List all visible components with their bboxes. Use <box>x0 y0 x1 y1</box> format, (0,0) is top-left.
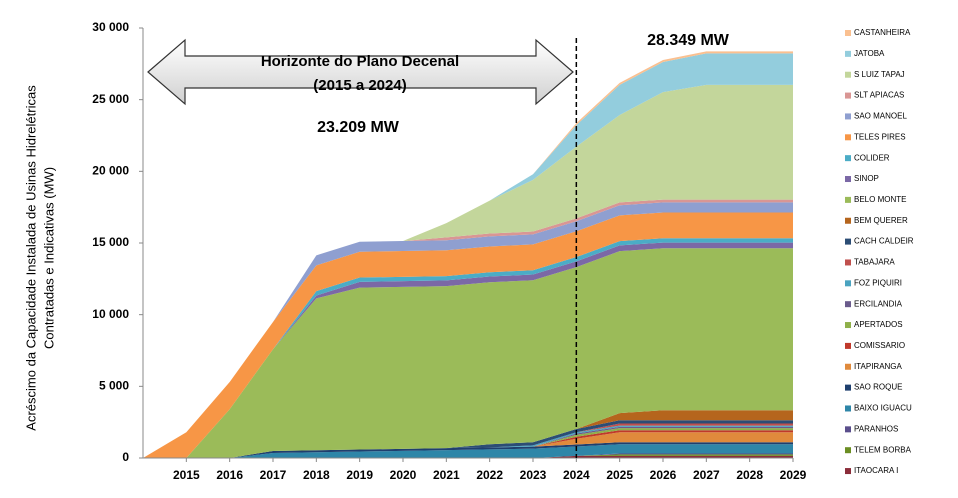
y-tick-label: 0 <box>122 450 129 464</box>
y-tick-label: 20 000 <box>92 164 129 178</box>
x-tick-label: 2027 <box>693 468 720 482</box>
legend-swatch <box>845 113 851 120</box>
x-tick-label: 2020 <box>390 468 417 482</box>
x-tick-label: 2016 <box>216 468 243 482</box>
x-tick-label: 2018 <box>303 468 330 482</box>
legend-swatch <box>845 176 851 183</box>
legend-label: ERCILANDIA <box>854 299 903 308</box>
annotation: 28.349 MW <box>647 32 730 49</box>
x-tick-label: 2021 <box>433 468 460 482</box>
area <box>143 453 793 458</box>
x-tick-label: 2024 <box>563 468 590 482</box>
legend-swatch <box>845 30 851 36</box>
legend-swatch <box>845 384 851 391</box>
legend-swatch <box>845 363 851 370</box>
legend-swatch <box>845 196 851 203</box>
y-axis-label: Acréscimo da Capacidade Instalada de Usi… <box>23 85 38 431</box>
area <box>143 84 793 459</box>
legend-swatch <box>845 259 851 266</box>
legend-swatch <box>845 426 851 433</box>
y-tick-label: 30 000 <box>92 20 129 34</box>
area <box>143 432 793 458</box>
legend-label: BELO MONTE <box>854 195 906 204</box>
legend-swatch <box>845 217 851 224</box>
legend-swatch <box>845 50 851 57</box>
legend-swatch <box>845 71 851 78</box>
legend-label: BAIXO IGUACU <box>854 404 912 413</box>
legend-label: COMISSARIO <box>854 341 905 350</box>
legend-swatch <box>845 447 851 454</box>
legend-swatch <box>845 238 851 245</box>
legend-swatch <box>845 322 851 329</box>
y-tick-label: 25 000 <box>92 92 129 106</box>
legend-label: PARANHOS <box>854 424 898 433</box>
x-tick-label: 2022 <box>476 468 503 482</box>
legend-swatch <box>845 155 851 162</box>
area <box>143 442 793 458</box>
legend-label: SAO MANOEL <box>854 112 907 121</box>
legend-swatch <box>845 280 851 287</box>
legend-label: TELES PIRES <box>854 132 906 141</box>
horizon-arrow <box>147 38 574 106</box>
x-tick-label: 2029 <box>780 468 807 482</box>
legend-swatch <box>845 134 851 141</box>
annotation: Horizonte do Plano Decenal <box>261 53 459 70</box>
legend-label: SLT APIACAS <box>854 91 904 100</box>
area <box>143 454 793 458</box>
legend-label: TELEM BORBA <box>854 445 912 454</box>
y-tick-label: 5 000 <box>99 379 129 393</box>
x-tick-label: 2017 <box>260 468 287 482</box>
area <box>143 455 793 458</box>
legend: CASTANHEIRA JATOBA S LUIZ TAPAJ SLT APIACAS… <box>845 28 914 475</box>
legend-label: APERTADOS <box>854 320 903 329</box>
x-tick-label: 2015 <box>173 468 200 482</box>
y-tick-label: 10 000 <box>92 307 129 321</box>
legend-label: FOZ PIQUIRI <box>854 278 902 287</box>
legend-swatch <box>845 468 851 475</box>
areas <box>143 51 793 459</box>
y-tick-label: 15 000 <box>92 235 129 249</box>
x-tick-label: 2019 <box>346 468 373 482</box>
area <box>143 212 793 458</box>
legend-label: CACH CALDEIR <box>854 237 914 246</box>
x-tick-label: 2026 <box>650 468 677 482</box>
legend-label: CASTANHEIRA <box>854 28 911 37</box>
legend-label: S LUIZ TAPAJ <box>854 70 905 79</box>
x-tick-label: 2028 <box>736 468 763 482</box>
legend-label: ITAPIRANGA <box>854 362 903 371</box>
annotation: 23.209 MW <box>317 119 400 136</box>
legend-label: TABAJARA <box>854 258 895 267</box>
x-tick-label: 2025 <box>606 468 633 482</box>
legend-swatch <box>845 342 851 349</box>
x-tick-label: 2023 <box>520 468 547 482</box>
legend-label: ITAOCARA I <box>854 466 898 475</box>
annotation: (2015 a 2024) <box>313 77 406 94</box>
legend-label: SINOP <box>854 174 879 183</box>
legend-label: SAO ROQUE <box>854 383 902 392</box>
legend-swatch <box>845 405 851 412</box>
legend-label: JATOBA <box>854 49 885 58</box>
legend-label: COLIDER <box>854 153 890 162</box>
area <box>143 444 793 458</box>
legend-label: BEM QUERER <box>854 216 908 225</box>
area <box>143 410 793 458</box>
y-axis-label: Contratadas e Indicativas (MW) <box>41 167 56 349</box>
legend-swatch <box>845 301 851 308</box>
legend-swatch <box>845 92 851 99</box>
area <box>143 248 793 458</box>
